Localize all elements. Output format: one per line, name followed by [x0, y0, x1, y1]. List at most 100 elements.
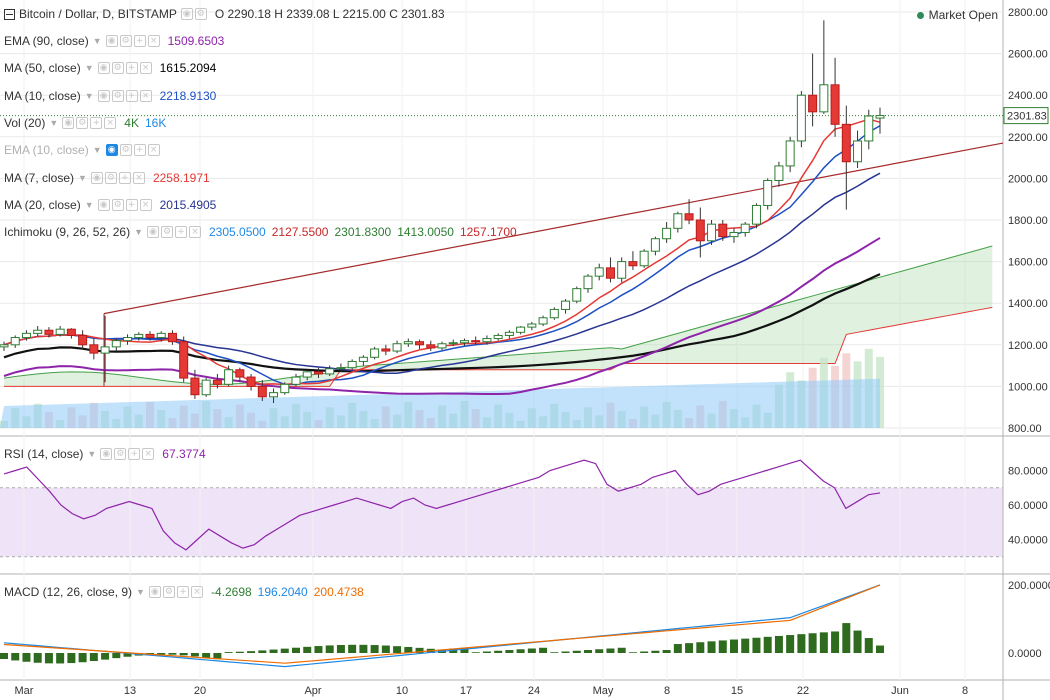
- indicator-controls[interactable]: ◉ ⚙ + ×: [62, 116, 118, 129]
- indicator-legend[interactable]: MA (20, close) ▼ ◉ ⚙ + × 2015.4905: [4, 197, 222, 213]
- close-icon[interactable]: ×: [132, 171, 145, 184]
- macd-legend[interactable]: MACD (12, 26, close, 9) ▼ ◉ ⚙ + × -4.2698 19…: [4, 584, 370, 600]
- eye-icon[interactable]: ◉: [97, 62, 110, 75]
- rsi-dropdown-icon[interactable]: ▼: [87, 449, 97, 459]
- settings-icon[interactable]: ⚙: [111, 198, 124, 211]
- eye-icon[interactable]: ◉: [105, 35, 118, 47]
- settings-icon[interactable]: ⚙: [104, 171, 117, 184]
- rsi-controls[interactable]: ◉ ⚙ + ×: [100, 448, 156, 460]
- add-icon[interactable]: +: [118, 171, 131, 184]
- settings-icon[interactable]: ⚙: [114, 448, 127, 460]
- symbol-legend[interactable]: Bitcoin / Dollar, D, BITSTAMP ◉ ⚙ O 2290.…: [4, 6, 445, 22]
- candle-body: [516, 326, 526, 333]
- indicator-legend[interactable]: EMA (10, close) ▼ ◉ ⚙ + ×: [4, 142, 168, 158]
- indicator-label: Ichimoku (9, 26, 52, 26): [4, 225, 131, 240]
- settings-icon[interactable]: ⚙: [111, 62, 124, 75]
- candle-body: [336, 367, 346, 370]
- collapse-icon[interactable]: [4, 8, 15, 20]
- settings-icon[interactable]: ⚙: [119, 35, 132, 47]
- dropdown-icon[interactable]: ▼: [92, 36, 102, 46]
- close-icon[interactable]: ×: [190, 586, 203, 598]
- indicator-legend[interactable]: MA (10, close) ▼ ◉ ⚙ + × 2218.9130: [4, 88, 222, 104]
- indicator-legend[interactable]: MA (50, close) ▼ ◉ ⚙ + × 1615.2094: [4, 60, 222, 76]
- add-icon[interactable]: +: [175, 226, 187, 239]
- add-icon[interactable]: +: [90, 116, 103, 129]
- indicator-controls[interactable]: ◉ ⚙ + ×: [90, 171, 147, 184]
- symbol-controls[interactable]: ◉ ⚙: [180, 8, 209, 20]
- indicator-controls[interactable]: ◉ ⚙ + ×: [105, 35, 162, 47]
- indicator-controls[interactable]: ◉ ⚙ + ×: [97, 62, 154, 75]
- macd-histogram-bar: [381, 645, 390, 653]
- macd-histogram-bar: [539, 647, 548, 653]
- indicator-legend[interactable]: Ichimoku (9, 26, 52, 26) ▼ ◉ ⚙ + × 2305.0500 21…: [4, 224, 523, 240]
- macd-histogram-bar: [202, 653, 211, 658]
- indicator-controls[interactable]: ◉ ⚙ + ×: [105, 144, 162, 157]
- macd-histogram-bar: [707, 641, 716, 653]
- close-icon[interactable]: ×: [147, 35, 160, 47]
- settings-icon[interactable]: ⚙: [119, 144, 132, 157]
- add-icon[interactable]: +: [133, 35, 146, 47]
- add-icon[interactable]: +: [125, 62, 138, 75]
- dropdown-icon[interactable]: ▼: [84, 90, 94, 101]
- add-icon[interactable]: +: [133, 144, 146, 157]
- candle-body: [111, 340, 121, 348]
- candle-body: [156, 332, 166, 339]
- eye-icon[interactable]: ◉: [105, 144, 118, 157]
- eye-icon[interactable]: ◉: [97, 89, 110, 102]
- indicator-controls[interactable]: ◉ ⚙ + ×: [97, 89, 154, 102]
- eye-icon[interactable]: ◉: [100, 448, 113, 460]
- macd-histogram-bar: [516, 649, 525, 653]
- rsi-legend[interactable]: RSI (14, close) ▼ ◉ ⚙ + × 67.3774: [4, 446, 212, 462]
- close-icon[interactable]: ×: [189, 226, 201, 239]
- candle-body: [280, 383, 290, 394]
- close-icon[interactable]: ×: [139, 198, 152, 211]
- add-icon[interactable]: +: [125, 89, 138, 102]
- settings-icon[interactable]: ⚙: [194, 8, 207, 20]
- add-icon[interactable]: +: [125, 198, 138, 211]
- dropdown-icon[interactable]: ▼: [92, 145, 102, 156]
- candle-body: [257, 385, 267, 398]
- eye-icon[interactable]: ◉: [147, 226, 159, 239]
- settings-icon[interactable]: ⚙: [161, 226, 173, 239]
- macd-histogram-bar: [56, 653, 65, 664]
- close-icon[interactable]: ×: [139, 89, 152, 102]
- close-icon[interactable]: ×: [147, 144, 160, 157]
- eye-icon[interactable]: ◉: [97, 198, 110, 211]
- indicator-controls[interactable]: ◉ ⚙ + ×: [97, 198, 154, 211]
- settings-icon[interactable]: ⚙: [76, 116, 89, 129]
- indicator-value: 4K: [124, 115, 139, 130]
- eye-icon[interactable]: ◉: [62, 116, 75, 129]
- dropdown-icon[interactable]: ▼: [78, 172, 87, 183]
- dropdown-icon[interactable]: ▼: [134, 227, 143, 238]
- rsi-line: [3, 459, 881, 551]
- close-icon[interactable]: ×: [104, 116, 117, 129]
- indicator-legend[interactable]: EMA (90, close) ▼ ◉ ⚙ + × 1509.6503: [4, 33, 230, 49]
- dropdown-icon[interactable]: ▼: [49, 117, 59, 128]
- eye-icon[interactable]: ◉: [90, 171, 103, 184]
- macd-dropdown-icon[interactable]: ▼: [136, 587, 145, 597]
- candle-body: [179, 341, 189, 379]
- indicator-legend[interactable]: Vol (20) ▼ ◉ ⚙ + × 4K 16K: [4, 115, 172, 131]
- settings-icon[interactable]: ⚙: [111, 89, 124, 102]
- indicator-label: MA (50, close): [4, 61, 81, 76]
- add-icon[interactable]: +: [128, 448, 141, 460]
- add-icon[interactable]: +: [176, 586, 189, 598]
- dropdown-icon[interactable]: ▼: [84, 199, 94, 210]
- candle-body: [212, 379, 222, 385]
- eye-icon[interactable]: ◉: [180, 8, 193, 20]
- dropdown-icon[interactable]: ▼: [84, 63, 94, 74]
- indicator-controls[interactable]: ◉ ⚙ + ×: [147, 226, 203, 239]
- rsi-label: RSI (14, close): [4, 447, 84, 461]
- settings-icon[interactable]: ⚙: [162, 586, 175, 598]
- indicator-legend[interactable]: MA (7, close) ▼ ◉ ⚙ + × 2258.1971: [4, 170, 216, 186]
- candle-body: [66, 328, 76, 336]
- eye-icon[interactable]: ◉: [148, 586, 161, 598]
- macd-histogram-bar: [78, 653, 87, 663]
- rsi-tick-label: 60.0000: [1008, 500, 1048, 512]
- rsi-band: [0, 487, 1003, 557]
- macd-label: MACD (12, 26, close, 9): [4, 585, 133, 599]
- macd-controls[interactable]: ◉ ⚙ + ×: [148, 586, 205, 598]
- close-icon[interactable]: ×: [139, 62, 152, 75]
- close-icon[interactable]: ×: [142, 448, 155, 460]
